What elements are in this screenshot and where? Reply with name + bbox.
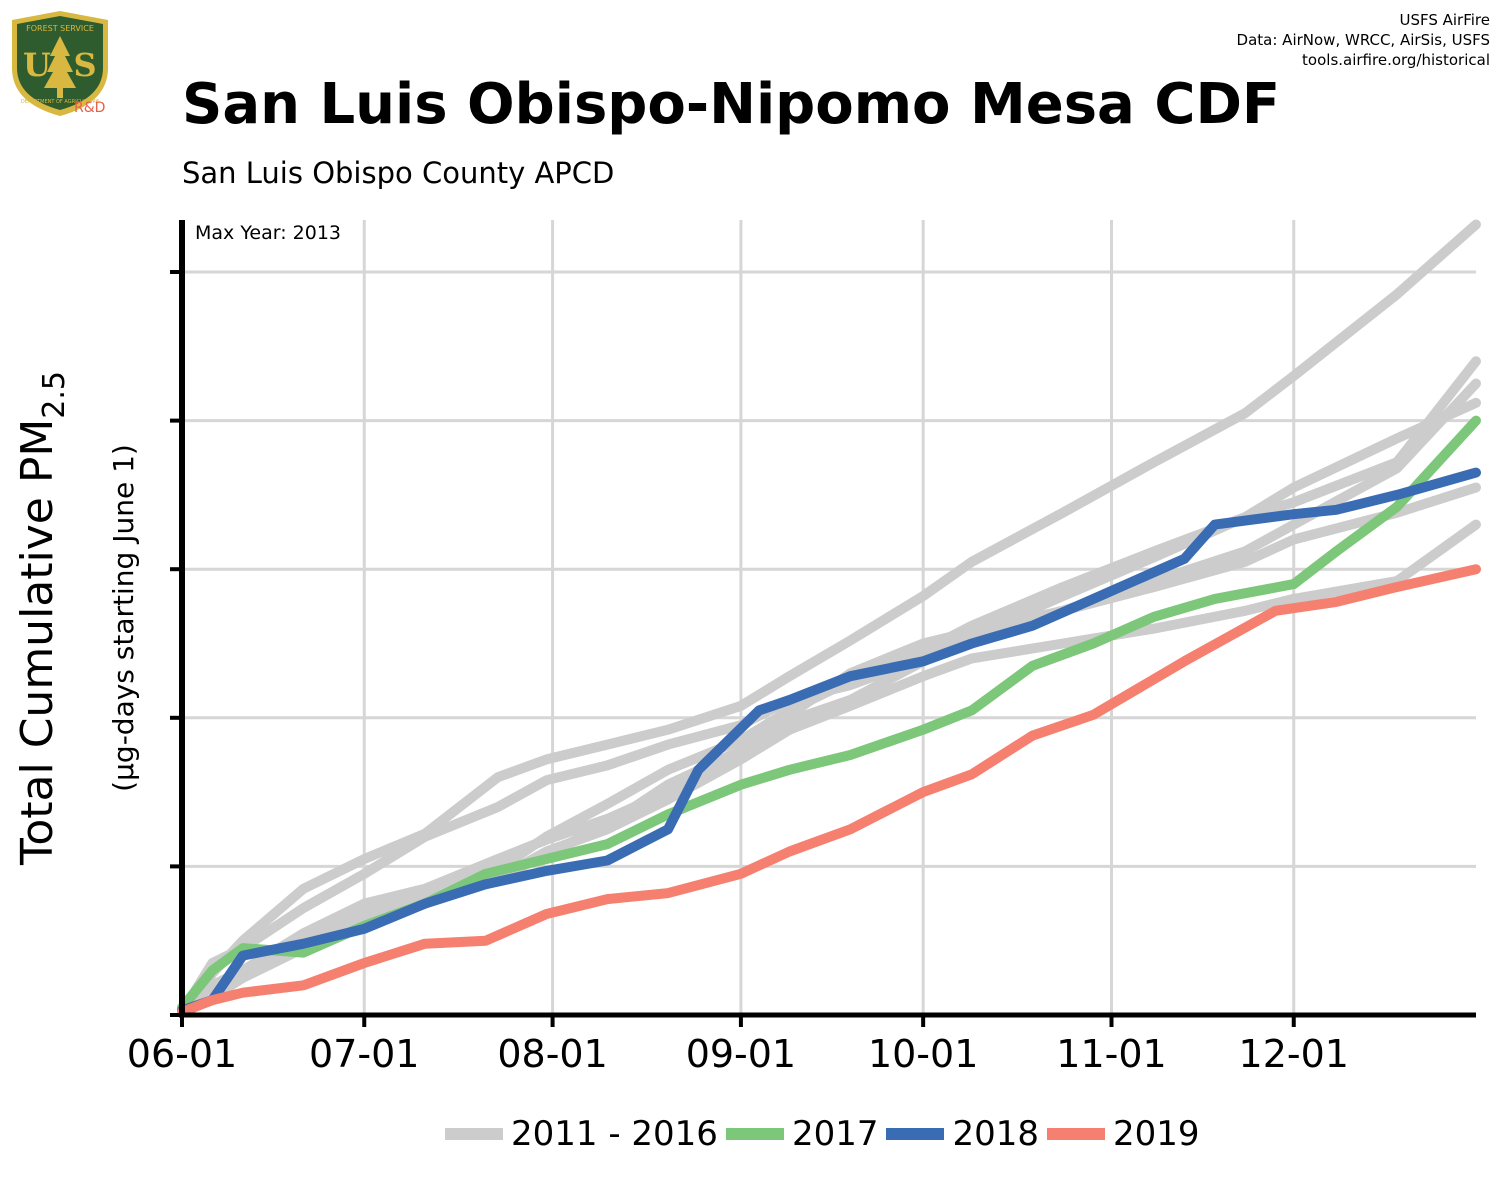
credit-line: Data: AirNow, WRCC, AirSis, USFS xyxy=(1236,31,1490,49)
x-tick-label: 06-01 xyxy=(127,1032,237,1076)
credit-line: tools.airfire.org/historical xyxy=(1302,51,1490,69)
y-axis-subtitle: (µg-days starting June 1) xyxy=(107,444,140,792)
y-axis-units: (µg-days starting June 1) xyxy=(107,444,140,792)
logo-letter-u: U xyxy=(23,46,51,84)
credits: USFS AirFire Data: AirNow, WRCC, AirSis,… xyxy=(1237,10,1490,70)
legend-label: 2019 xyxy=(1113,1114,1200,1154)
x-tick-label: 11-01 xyxy=(1056,1032,1166,1076)
chart-title: San Luis Obispo-Nipomo Mesa CDF xyxy=(182,72,1281,137)
legend-swatch xyxy=(445,1128,503,1140)
x-tick-label: 07-01 xyxy=(309,1032,419,1076)
usfs-shield-logo: FOREST SERVICE U S DEPARTMENT OF AGRICUL… xyxy=(12,11,108,116)
legend-item-2018: 2018 xyxy=(886,1114,1039,1154)
legend-swatch xyxy=(725,1128,784,1140)
axes: 06-01 07-01 08-01 09-01 10-01 11-01 12-01 xyxy=(127,220,1476,1076)
series-line-2011-2016 xyxy=(177,219,1481,1017)
logo-department-text: DEPARTMENT OF AGRICULTURE xyxy=(21,99,99,105)
y-axis-label-subscript: 2.5 xyxy=(37,371,72,419)
x-tick-label: 12-01 xyxy=(1239,1032,1349,1076)
legend-swatch xyxy=(886,1128,945,1140)
legend: 2011 - 2016 2017 2018 2019 xyxy=(445,1114,1208,1154)
logo-tree-icon xyxy=(44,36,76,98)
x-tick-label: 10-01 xyxy=(868,1032,978,1076)
grid-lines xyxy=(182,220,1476,1015)
series-line-2019 xyxy=(177,564,1481,1017)
svg-text:Total Cumulative PM2.5: Total Cumulative PM2.5 xyxy=(12,371,72,866)
legend-label: 2011 - 2016 xyxy=(511,1114,718,1154)
legend-item-2019: 2019 xyxy=(1047,1114,1200,1154)
series-line-2011-2016 xyxy=(177,519,1481,1017)
legend-label: 2017 xyxy=(791,1114,879,1154)
legend-swatch xyxy=(1047,1128,1106,1140)
logo-letter-s: S xyxy=(73,46,96,84)
series-lines xyxy=(177,219,1481,1017)
series-line-2018 xyxy=(177,467,1481,1016)
series-line-2011-2016 xyxy=(177,482,1481,1017)
y-axis-label: Total Cumulative PM xyxy=(12,419,63,866)
x-tick-label: 08-01 xyxy=(497,1032,607,1076)
logo-forest-service-text: FOREST SERVICE xyxy=(26,24,94,33)
x-tick-label: 09-01 xyxy=(686,1032,796,1076)
legend-item-history: 2011 - 2016 xyxy=(445,1114,718,1154)
credit-line: USFS AirFire xyxy=(1399,11,1490,29)
legend-label: 2018 xyxy=(952,1114,1040,1154)
chart-subtitle: San Luis Obispo County APCD xyxy=(182,156,615,190)
logo-rd-label: R&D xyxy=(74,100,106,116)
legend-item-2017: 2017 xyxy=(725,1114,879,1154)
y-axis-title: Total Cumulative PM2.5 xyxy=(12,371,72,866)
max-year-annotation: Max Year: 2013 xyxy=(195,222,341,244)
